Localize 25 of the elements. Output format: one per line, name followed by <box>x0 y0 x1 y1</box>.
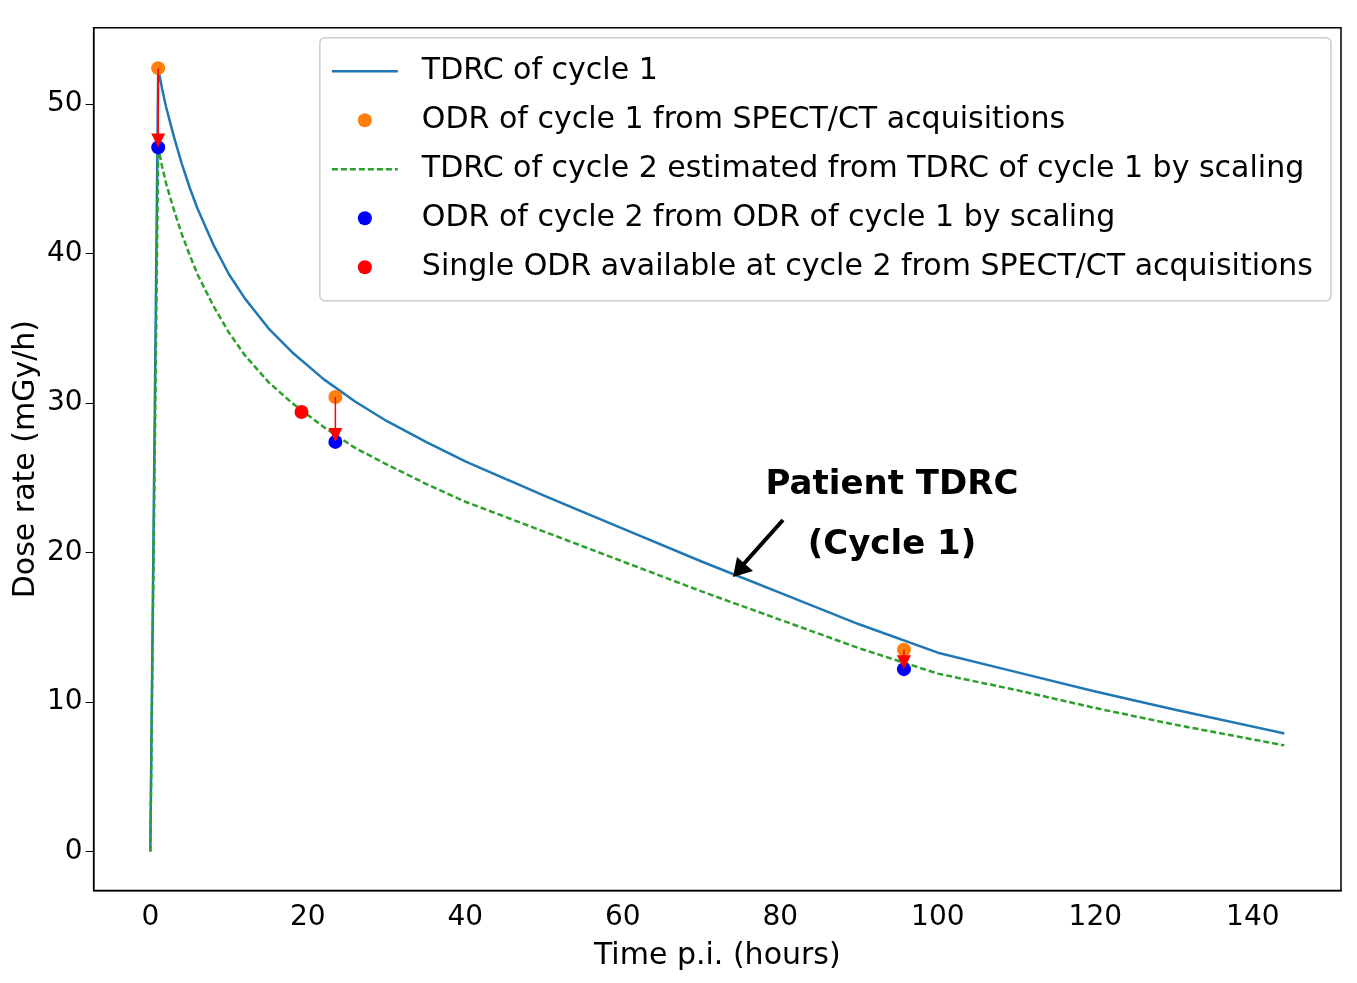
x-axis-title: Time p.i. (hours) <box>592 935 841 971</box>
point <box>151 61 166 76</box>
y-tick-label: 10 <box>46 683 83 717</box>
x-tick-label: 40 <box>447 899 484 933</box>
x-tick-label: 80 <box>762 899 799 933</box>
legend-label: Single ODR available at cycle 2 from SPECT/CT acquisitions <box>421 247 1313 283</box>
legend-label: TDRC of cycle 1 <box>420 51 658 87</box>
y-axis-title: Dose rate (mGy/h) <box>5 319 41 599</box>
point <box>294 405 309 420</box>
point <box>328 390 343 405</box>
x-tick-label: 20 <box>290 899 326 933</box>
legend-label: ODR of cycle 2 from ODR of cycle 1 by scaling <box>421 198 1116 234</box>
x-tick-label: 140 <box>1226 899 1280 933</box>
y-tick-label: 0 <box>64 832 83 866</box>
x-tick-label: 100 <box>911 899 965 933</box>
x-tick-label: 60 <box>605 899 641 933</box>
annotation: Patient TDRC (Cycle 1) <box>765 462 1019 562</box>
legend-label: TDRC of cycle 2 estimated from TDRC of cycle 1 by scaling <box>420 149 1305 185</box>
x-tick-label: 0 <box>141 899 160 933</box>
y-tick-label: 20 <box>46 533 83 567</box>
y-tick-label: 50 <box>46 85 83 119</box>
y-tick-label: 40 <box>46 234 83 268</box>
y-tick-label: 30 <box>46 384 83 418</box>
x-tick-label: 120 <box>1068 899 1123 933</box>
legend-label: ODR of cycle 1 from SPECT/CT acquisitions <box>421 100 1066 136</box>
